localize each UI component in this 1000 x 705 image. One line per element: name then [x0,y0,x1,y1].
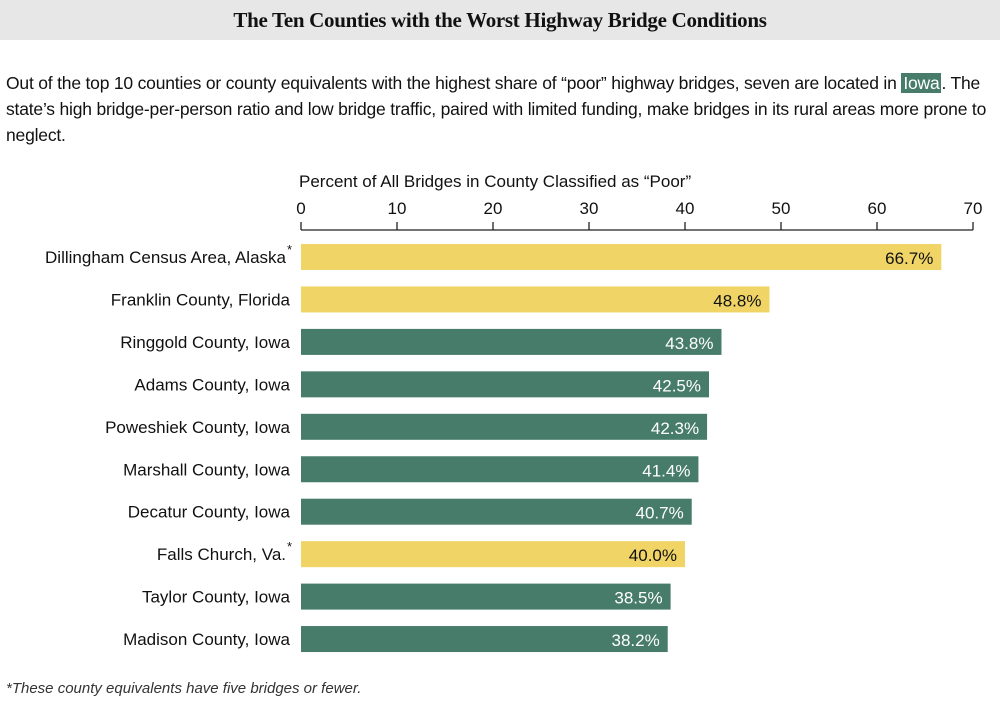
x-tick-label: 50 [772,199,791,218]
bar [301,498,692,525]
data-label: 40.0% [629,546,677,565]
bar [301,328,722,355]
chart-title: The Ten Counties with the Worst Highway … [233,8,767,32]
category-label: Ringgold County, Iowa [120,333,290,352]
asterisk-mark: * [287,539,292,554]
bar [301,286,770,313]
intro-text: Out of the top 10 counties or county equ… [6,70,996,148]
data-label: 38.5% [614,589,662,608]
title-bar: The Ten Counties with the Worst Highway … [0,0,1000,40]
x-tick-label: 40 [676,199,695,218]
category-label: Falls Church, Va. [157,545,286,564]
bar [301,541,685,568]
x-axis-label: Percent of All Bridges in County Classif… [299,172,691,191]
category-label: Madison County, Iowa [123,630,290,649]
bar [301,244,942,270]
data-label: 48.8% [713,291,761,310]
asterisk-mark: * [287,242,292,257]
data-label: 42.5% [653,376,701,395]
data-label: 42.3% [651,419,699,438]
x-tick-label: 10 [388,199,407,218]
data-label: 41.4% [642,461,690,480]
bar [301,413,708,440]
bar [301,371,709,398]
x-tick-label: 20 [484,199,503,218]
data-label: 43.8% [665,334,713,353]
category-label: Dillingham Census Area, Alaska [45,248,287,267]
category-label: Poweshiek County, Iowa [105,418,290,437]
category-label: Adams County, Iowa [134,375,290,394]
category-label: Taylor County, Iowa [142,588,291,607]
category-label: Decatur County, Iowa [128,503,291,522]
x-tick-label: 60 [868,199,887,218]
footnote: *These county equivalents have five brid… [6,680,362,697]
bar [301,626,668,653]
category-label: Marshall County, Iowa [123,460,290,479]
x-tick-label: 0 [296,199,305,218]
x-tick-label: 70 [964,199,983,218]
intro-after: . The state’s high bridge-per-person rat… [6,73,987,145]
iowa-highlight: Iowa [901,73,942,93]
data-label: 38.2% [612,631,660,650]
intro-before: Out of the top 10 counties or county equ… [6,73,902,93]
category-label: Franklin County, Florida [111,290,291,309]
bar [301,456,699,483]
bar [301,583,671,610]
x-tick-label: 30 [580,199,599,218]
data-label: 40.7% [636,504,684,523]
data-label: 66.7% [885,249,933,268]
